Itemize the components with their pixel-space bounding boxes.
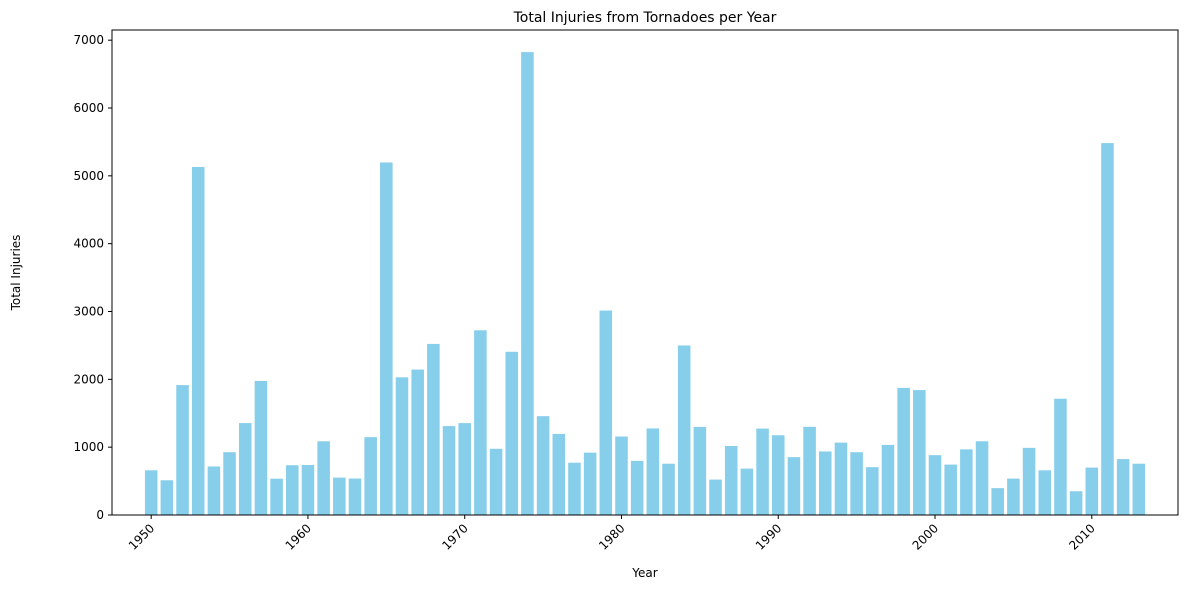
x-axis-title: Year bbox=[631, 566, 657, 580]
bar-1963 bbox=[348, 478, 362, 515]
x-tick-label: 1950 bbox=[126, 521, 157, 552]
bar-1980 bbox=[615, 436, 628, 515]
bar-1951 bbox=[160, 480, 174, 515]
bar-2002 bbox=[960, 449, 973, 515]
bar-1982 bbox=[646, 428, 660, 515]
bar-2006 bbox=[1022, 447, 1036, 515]
bar-1992 bbox=[803, 426, 816, 515]
y-tick-label: 0 bbox=[96, 508, 104, 522]
bar-1957 bbox=[254, 380, 268, 515]
bar-1991 bbox=[787, 457, 801, 515]
bar-2013 bbox=[1132, 463, 1146, 515]
bar-1997 bbox=[881, 444, 895, 515]
bar-1975 bbox=[536, 416, 550, 515]
bar-2003 bbox=[975, 441, 989, 515]
bar-1987 bbox=[724, 445, 738, 515]
bar-1977 bbox=[568, 462, 581, 515]
y-tick-label: 7000 bbox=[73, 33, 104, 47]
y-tick-label: 3000 bbox=[73, 305, 104, 319]
bar-1965 bbox=[380, 162, 393, 516]
bar-2011 bbox=[1101, 143, 1114, 515]
x-tick-label: 1990 bbox=[753, 521, 784, 552]
x-tick-label: 1960 bbox=[283, 521, 314, 552]
bar-1970 bbox=[458, 423, 471, 515]
x-tick-label: 1970 bbox=[439, 521, 470, 552]
y-tick-label: 6000 bbox=[73, 101, 104, 115]
bar-1989 bbox=[756, 428, 769, 515]
bar-2009 bbox=[1069, 491, 1083, 515]
bar-2010 bbox=[1085, 467, 1099, 515]
bar-1954 bbox=[207, 466, 221, 515]
bar-1995 bbox=[850, 452, 863, 515]
bar-1971 bbox=[474, 330, 487, 515]
bar-1969 bbox=[442, 426, 456, 515]
bar-2000 bbox=[928, 455, 942, 515]
bar-2007 bbox=[1038, 470, 1052, 515]
y-tick-label: 2000 bbox=[73, 372, 104, 386]
bar-1964 bbox=[364, 437, 377, 515]
bar-1968 bbox=[427, 343, 440, 515]
bar-1959 bbox=[286, 465, 299, 515]
bar-2008 bbox=[1054, 398, 1067, 515]
bar-1972 bbox=[489, 448, 503, 515]
bar-1999 bbox=[913, 390, 926, 515]
bar-1996 bbox=[866, 467, 879, 515]
x-tick-label: 1980 bbox=[596, 521, 627, 552]
bar-1950 bbox=[144, 470, 158, 515]
bar-2005 bbox=[1007, 478, 1020, 515]
bar-1998 bbox=[897, 387, 910, 515]
bar-1952 bbox=[176, 385, 189, 515]
bar-1981 bbox=[630, 460, 644, 515]
bar-1985 bbox=[693, 426, 707, 515]
bar-1966 bbox=[395, 377, 409, 515]
bar-1984 bbox=[677, 345, 691, 515]
bar-2001 bbox=[944, 464, 957, 515]
y-tick-label: 1000 bbox=[73, 440, 104, 454]
bar-2012 bbox=[1116, 459, 1130, 515]
bar-2004 bbox=[991, 488, 1004, 515]
bar-1979 bbox=[599, 310, 613, 515]
bar-1990 bbox=[771, 435, 785, 515]
bar-1953 bbox=[191, 166, 205, 515]
bar-1994 bbox=[834, 442, 848, 515]
bar-1973 bbox=[505, 351, 519, 515]
bar-1986 bbox=[709, 479, 722, 515]
y-axis-title: Total Injuries bbox=[9, 235, 23, 312]
bar-1962 bbox=[333, 477, 346, 515]
bar-1955 bbox=[223, 452, 236, 515]
bar-1967 bbox=[411, 369, 424, 515]
x-tick-label: 2000 bbox=[910, 521, 941, 552]
y-tick-label: 4000 bbox=[73, 237, 104, 251]
bar-1958 bbox=[270, 478, 283, 515]
bar-1956 bbox=[238, 423, 252, 515]
y-tick-label: 5000 bbox=[73, 169, 104, 183]
chart-title: Total Injuries from Tornadoes per Year bbox=[513, 10, 777, 26]
bar-1961 bbox=[317, 441, 330, 515]
plot-frame bbox=[111, 29, 1179, 516]
bar-1960 bbox=[301, 465, 315, 515]
bar-1974 bbox=[521, 52, 534, 516]
bar-1988 bbox=[740, 468, 754, 515]
bar-1976 bbox=[552, 433, 566, 515]
bars-group bbox=[144, 52, 1146, 516]
bar-1983 bbox=[662, 463, 675, 515]
bar-1978 bbox=[583, 452, 597, 515]
bar-1993 bbox=[819, 451, 832, 515]
x-tick-label: 2010 bbox=[1066, 521, 1097, 552]
